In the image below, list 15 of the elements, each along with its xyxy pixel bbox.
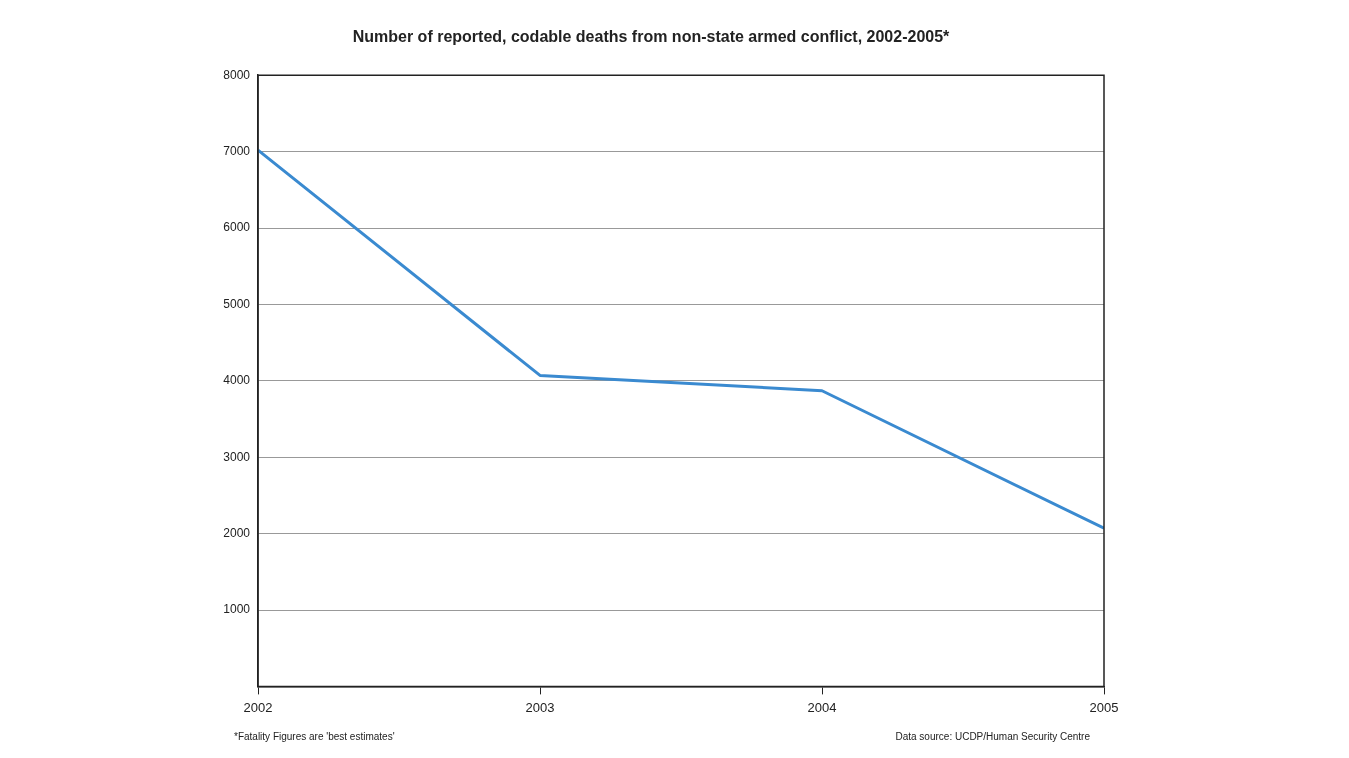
y-tick-label: 8000 [223,67,251,82]
x-tick-label: 2003 [525,699,555,715]
chart-title: Number of reported, codable deaths from non-state armed conflict, 2002-2005* [352,28,951,46]
y-tick-label: 5000 [223,296,251,311]
source-note: Data source: UCDP/Human Security Centre [895,731,1091,742]
y-tick-label: 6000 [223,220,251,235]
y-tick-label: 1000 [223,602,251,617]
text: *Fatality Figures are 'best estimates' [234,731,395,742]
y-tick-label: 4000 [223,373,251,388]
y-tick-label: 7000 [223,143,251,158]
y-tick-label: 2000 [223,525,251,540]
x-tick-label: 2004 [807,699,837,715]
x-tick-label: 2002 [243,699,273,715]
x-tick-label: 2005 [1089,699,1119,715]
y-tick-label: 3000 [223,449,251,464]
